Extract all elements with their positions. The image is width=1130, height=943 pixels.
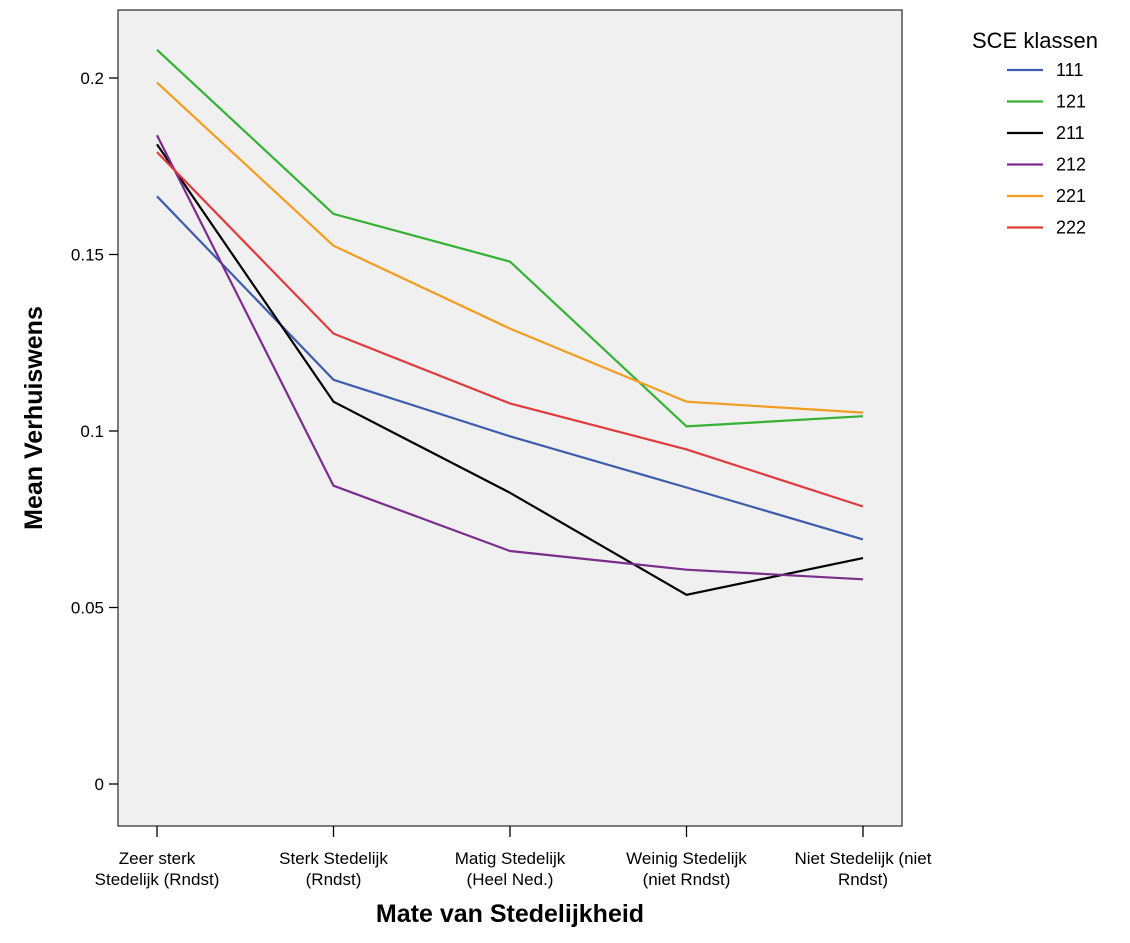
y-tick-label: 0 <box>95 775 104 794</box>
y-tick-label: 0.05 <box>71 599 104 618</box>
legend-label-222: 222 <box>1056 218 1086 238</box>
series-line-212 <box>156 134 864 581</box>
series-lines <box>156 48 864 596</box>
x-tick-label: Rndst) <box>838 870 888 889</box>
legend: SCE klassen 111 121 211 212 221 222 <box>972 28 1098 238</box>
x-tick-label: Zeer sterk <box>119 849 196 868</box>
x-tick-label: (Heel Ned.) <box>467 870 554 889</box>
y-axis-title: Mean Verhuiswens <box>20 306 48 530</box>
x-tick-label: Niet Stedelijk (niet <box>794 849 931 868</box>
legend-label-212: 212 <box>1056 155 1086 175</box>
x-tick-label: Matig Stedelijk <box>455 849 566 868</box>
y-axis: 0 0.05 0.1 0.15 0.2 <box>71 69 118 794</box>
y-tick-label: 0.2 <box>80 69 104 88</box>
legend-label-211: 211 <box>1056 123 1085 143</box>
x-tick-label: (niet Rndst) <box>643 870 731 889</box>
y-tick-label: 0.15 <box>71 246 104 265</box>
x-tick-label: Weinig Stedelijk <box>626 849 747 868</box>
series-line-121 <box>156 48 864 428</box>
legend-label-111: 111 <box>1056 60 1083 80</box>
series-line-222 <box>156 151 864 508</box>
legend-title: SCE klassen <box>972 28 1098 53</box>
x-tick-label: Stedelijk (Rndst) <box>95 870 220 889</box>
series-line-221 <box>156 81 864 414</box>
y-tick-label: 0.1 <box>80 422 104 441</box>
plot-area <box>117 9 903 827</box>
series-line-111 <box>156 195 864 541</box>
legend-label-121: 121 <box>1056 92 1086 112</box>
x-axis: Zeer sterk Stedelijk (Rndst) Sterk Stedeli… <box>95 826 932 889</box>
series-line-211 <box>156 143 864 596</box>
x-axis-title: Mate van Stedelijkheid <box>376 900 644 928</box>
legend-label-221: 221 <box>1056 186 1086 206</box>
x-tick-label: Sterk Stedelijk <box>279 849 388 868</box>
x-tick-label: (Rndst) <box>306 870 362 889</box>
